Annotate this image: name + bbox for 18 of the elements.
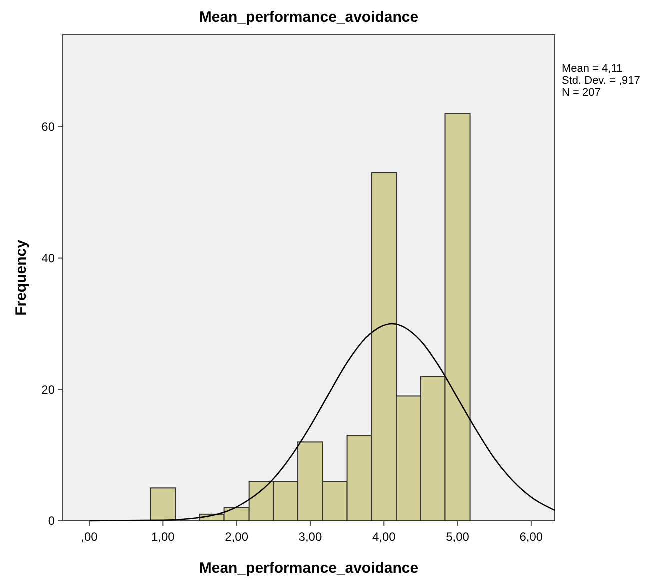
x-tick-label: 6,00 <box>520 530 544 544</box>
text: Std. Dev. = ,917 <box>562 75 640 87</box>
x-axis-title: Mean_performance_avoidance <box>199 560 419 577</box>
y-axis-title: Frequency <box>13 239 30 316</box>
y-tick-label: 40 <box>42 251 56 266</box>
y-tick-label: 20 <box>42 382 56 397</box>
x-tick-label: 4,00 <box>372 530 396 544</box>
text: Mean = 4,11 <box>562 63 623 75</box>
x-tick-label: ,00 <box>81 530 98 544</box>
line-series <box>88 323 556 522</box>
chart-title: Mean_performance_avoidance <box>199 9 419 26</box>
text: N = 207 <box>562 87 601 99</box>
x-tick-label: 3,00 <box>298 530 322 544</box>
x-tick-label: 2,00 <box>225 530 249 544</box>
y-tick-label: 60 <box>42 120 56 134</box>
x-tick-label: 1,00 <box>151 530 176 544</box>
x-tick-label: 5,00 <box>446 530 470 544</box>
y-tick-label: 0 <box>48 514 56 528</box>
